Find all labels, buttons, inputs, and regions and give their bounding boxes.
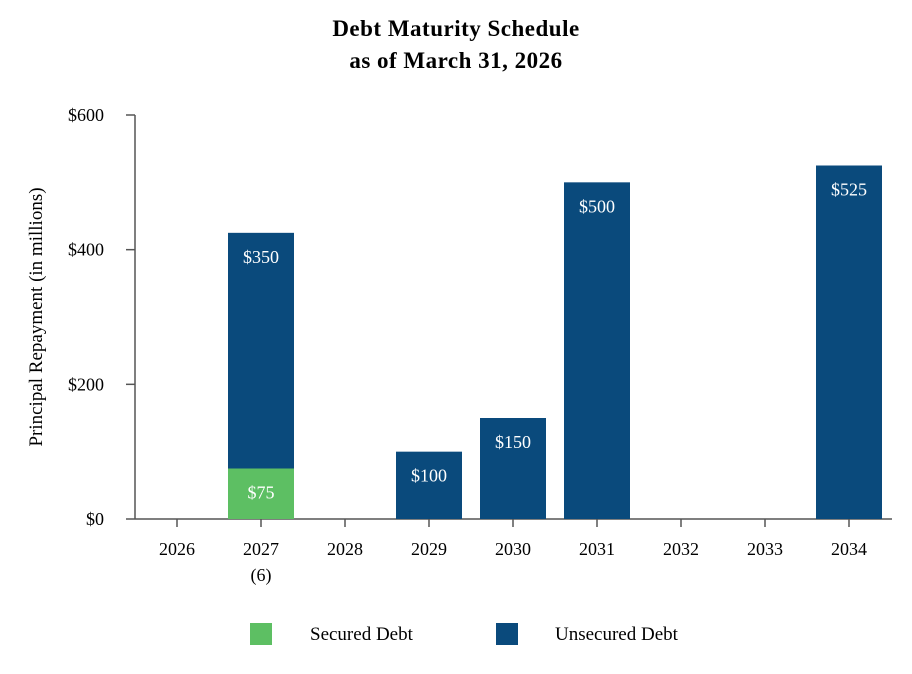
bars — [228, 165, 882, 520]
bar-value-label: $500 — [579, 196, 615, 216]
legend-swatch — [250, 623, 272, 645]
bar-secured-debt — [228, 468, 294, 519]
legend-swatch — [496, 623, 518, 645]
bar-unsecured-debt — [480, 418, 546, 519]
bar-value-label: $525 — [831, 180, 867, 200]
data-labels: $75 $350 $100 $150 $500 $525 — [243, 180, 867, 503]
bar-value-label: $75 — [248, 483, 275, 503]
bar-unsecured-debt — [228, 232, 294, 469]
legend-label: Unsecured Debt — [555, 624, 679, 645]
legend: Secured Debt Unsecured Debt — [250, 623, 679, 645]
y-tick-label: $400 — [68, 240, 104, 260]
bar-unsecured-debt — [564, 182, 630, 520]
y-tick-label: $0 — [86, 509, 104, 529]
x-tick-label: 2029 — [411, 539, 447, 559]
axes: $0 $200 $400 $600 Principal Repayment (in mi… — [26, 105, 892, 586]
bar-unsecured-debt — [816, 165, 882, 519]
bar-value-label: $150 — [495, 432, 531, 452]
x-tick-label: 2031 — [579, 539, 615, 559]
bar-unsecured-debt — [396, 451, 462, 519]
x-tick-label: 2032 — [663, 539, 699, 559]
x-tick-footnote: (6) — [251, 565, 272, 586]
x-tick-label: 2033 — [747, 539, 783, 559]
legend-label: Secured Debt — [310, 624, 414, 645]
y-tick-label: $200 — [68, 374, 104, 394]
x-tick-label: 2030 — [495, 539, 531, 559]
y-tick-label: $600 — [68, 105, 104, 125]
bar-value-label: $100 — [411, 466, 447, 486]
chart-subtitle: as of March 31, 2026 — [349, 48, 563, 73]
y-axis-title: Principal Repayment (in millions) — [26, 187, 47, 446]
x-tick-label: 2034 — [831, 539, 867, 559]
chart-title-text: Debt Maturity Schedule — [332, 16, 580, 41]
x-tick-label: 2026 — [159, 539, 195, 559]
bar-value-label: $350 — [243, 247, 279, 267]
x-tick-label: 2027 — [243, 539, 279, 559]
x-tick-label: 2028 — [327, 539, 363, 559]
